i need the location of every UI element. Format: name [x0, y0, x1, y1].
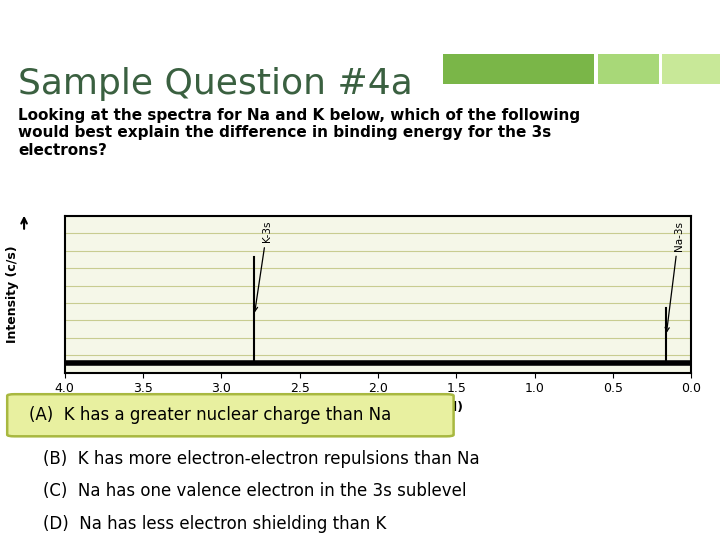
FancyBboxPatch shape	[7, 394, 454, 436]
Text: Intensity (c/s): Intensity (c/s)	[6, 246, 19, 343]
Bar	[662, 54, 720, 84]
Text: Na-3s: Na-3s	[665, 221, 684, 332]
Text: (A)  K has a greater nuclear charge than Na: (A) K has a greater nuclear charge than …	[29, 406, 391, 424]
Bar	[443, 54, 594, 84]
Bar	[598, 54, 659, 84]
Text: (B)  K has more electron-electron repulsions than Na: (B) K has more electron-electron repulsi…	[43, 450, 480, 468]
Text: (C)  Na has one valence electron in the 3s sublevel: (C) Na has one valence electron in the 3…	[43, 482, 467, 501]
Text: Looking at the spectra for Na and K below, which of the following
would best exp: Looking at the spectra for Na and K belo…	[18, 108, 580, 158]
Text: (D)  Na has less electron shielding than K: (D) Na has less electron shielding than …	[43, 515, 387, 533]
Text: Sample Question #4a: Sample Question #4a	[18, 67, 413, 100]
Text: K-3s: K-3s	[253, 221, 272, 311]
X-axis label: Binding Energy (MJ/mol): Binding Energy (MJ/mol)	[293, 401, 463, 414]
